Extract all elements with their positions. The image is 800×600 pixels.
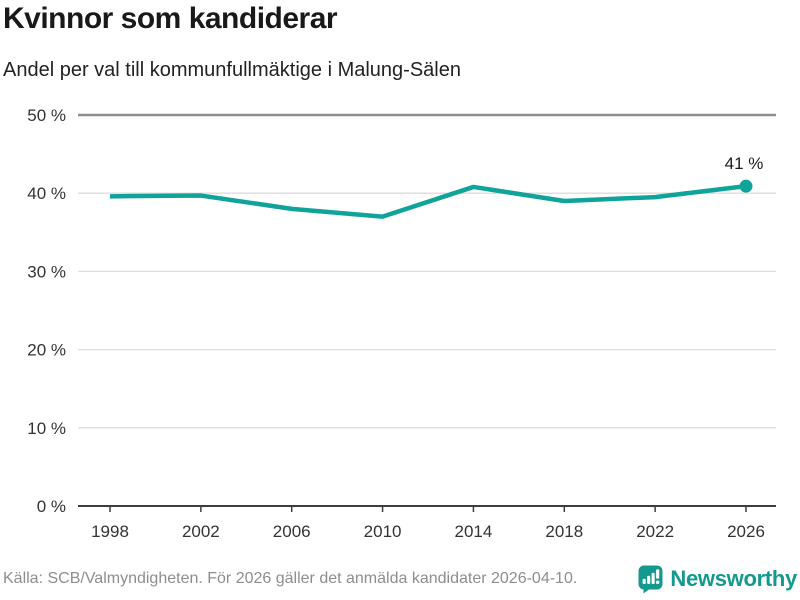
y-axis-tick-label: 10 % xyxy=(27,419,66,438)
chart-subtitle: Andel per val till kommunfullmäktige i M… xyxy=(3,59,461,81)
y-axis-tick-label: 50 % xyxy=(27,106,66,125)
x-axis-tick-label: 2002 xyxy=(182,522,220,541)
y-axis-tick-label: 30 % xyxy=(27,262,66,281)
x-axis-tick-label: 2026 xyxy=(727,522,765,541)
y-axis-tick-label: 20 % xyxy=(27,341,66,360)
end-point-dot xyxy=(739,179,753,193)
x-axis-tick-label: 2018 xyxy=(545,522,583,541)
y-axis-tick-label: 40 % xyxy=(27,184,66,203)
data-line xyxy=(109,183,747,219)
x-axis-tick-label: 2014 xyxy=(455,522,493,541)
x-axis-tick-label: 2010 xyxy=(364,522,402,541)
newsworthy-icon xyxy=(638,565,663,593)
end-point-label: 41 % xyxy=(725,154,764,173)
x-axis-tick-label: 2022 xyxy=(636,522,674,541)
page-title: Kvinnor som kandiderar xyxy=(3,2,338,35)
x-axis-tick-label: 1998 xyxy=(91,522,129,541)
newsworthy-logo: Newsworthy xyxy=(638,565,797,594)
x-axis-tick-label: 2006 xyxy=(273,522,311,541)
y-axis-tick-label: 0 % xyxy=(37,497,66,516)
brand-name: Newsworthy xyxy=(670,566,797,591)
source-note: Källa: SCB/Valmyndigheten. För 2026 gäll… xyxy=(3,570,578,587)
chart-footer: Källa: SCB/Valmyndigheten. För 2026 gäll… xyxy=(3,562,797,596)
